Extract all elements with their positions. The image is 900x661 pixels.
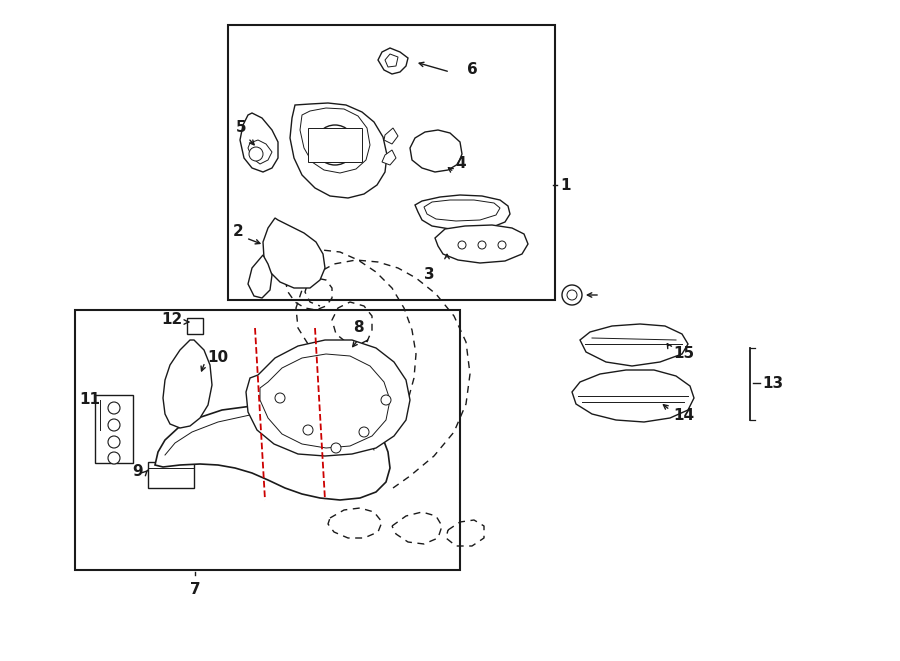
- Circle shape: [381, 395, 391, 405]
- Polygon shape: [424, 200, 500, 221]
- Circle shape: [478, 241, 486, 249]
- Polygon shape: [155, 404, 390, 500]
- Polygon shape: [580, 324, 688, 366]
- Circle shape: [562, 285, 582, 305]
- Circle shape: [108, 402, 120, 414]
- Polygon shape: [410, 130, 462, 172]
- Circle shape: [498, 241, 506, 249]
- Bar: [228, 25, 555, 300]
- Polygon shape: [248, 255, 272, 298]
- Text: 6: 6: [467, 63, 478, 77]
- Circle shape: [567, 290, 577, 300]
- Circle shape: [108, 436, 120, 448]
- Bar: [95, 395, 133, 463]
- Bar: [308, 128, 362, 162]
- Polygon shape: [246, 340, 410, 456]
- Polygon shape: [415, 195, 510, 230]
- Polygon shape: [260, 354, 390, 448]
- Circle shape: [249, 147, 263, 161]
- Polygon shape: [263, 218, 325, 288]
- Polygon shape: [382, 150, 396, 165]
- Text: 3: 3: [424, 267, 435, 282]
- Polygon shape: [378, 48, 408, 74]
- Text: 11: 11: [79, 393, 100, 407]
- Text: 12: 12: [162, 313, 183, 327]
- Bar: [187, 318, 203, 334]
- Circle shape: [303, 425, 313, 435]
- Circle shape: [458, 241, 466, 249]
- Polygon shape: [572, 370, 694, 422]
- Text: 2: 2: [232, 225, 243, 239]
- Circle shape: [331, 443, 341, 453]
- Polygon shape: [300, 108, 370, 173]
- Circle shape: [108, 419, 120, 431]
- Polygon shape: [290, 103, 387, 198]
- Bar: [75, 310, 460, 570]
- Text: 4: 4: [455, 155, 465, 171]
- Polygon shape: [248, 140, 272, 164]
- Text: 8: 8: [353, 320, 364, 335]
- Text: 1: 1: [560, 178, 571, 192]
- Text: 9: 9: [132, 465, 143, 479]
- Circle shape: [315, 125, 355, 165]
- Bar: [148, 462, 194, 488]
- Polygon shape: [240, 113, 278, 172]
- Text: 15: 15: [673, 346, 694, 360]
- Polygon shape: [384, 128, 398, 144]
- Text: 7: 7: [190, 582, 201, 597]
- Text: 5: 5: [236, 120, 247, 136]
- Circle shape: [108, 452, 120, 464]
- Text: 14: 14: [673, 407, 694, 422]
- Circle shape: [359, 427, 369, 437]
- Polygon shape: [385, 54, 398, 67]
- Polygon shape: [163, 340, 212, 428]
- Text: 10: 10: [207, 350, 228, 366]
- Circle shape: [275, 393, 285, 403]
- Text: 13: 13: [762, 375, 783, 391]
- Polygon shape: [435, 225, 528, 263]
